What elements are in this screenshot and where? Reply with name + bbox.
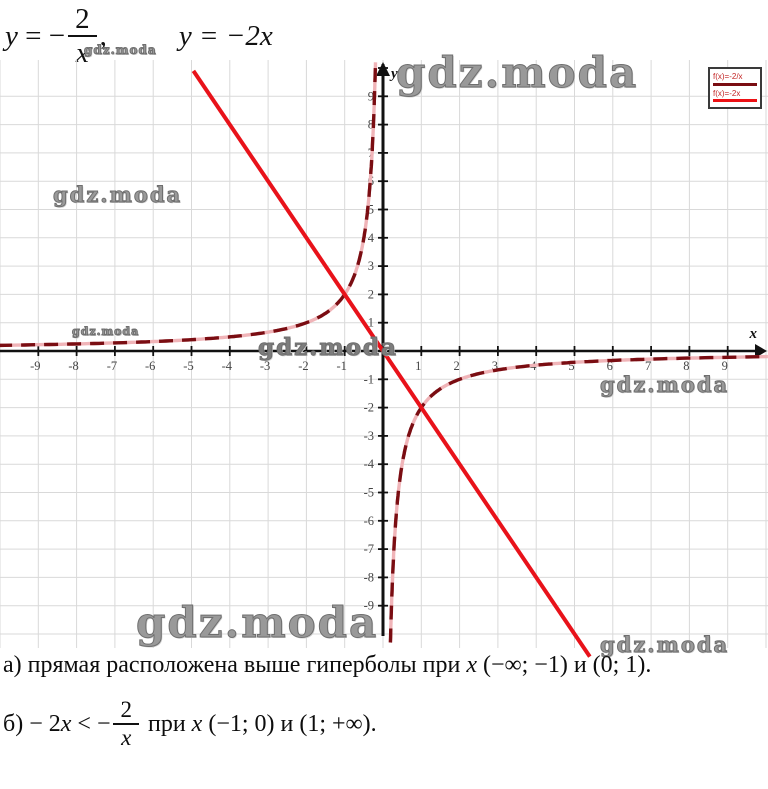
y-tick-label: -8 xyxy=(364,570,374,584)
x-tick-label: -9 xyxy=(30,359,40,373)
plot-area: x y -9 -8 -7 -6 -5 -4 -3 -2 -1 1 2 3 4 5 6 7 8 9 -9 -8 -7 -6 -5 -… xyxy=(0,60,768,662)
x-tick-label: 8 xyxy=(683,359,689,373)
x-tick-label: -5 xyxy=(183,359,193,373)
fraction-numerator: 2 xyxy=(68,4,97,38)
legend-item-hyperbola: f(x)=-2/x xyxy=(713,72,757,86)
answer-b-intervals: (−1; 0) и (1; +∞). xyxy=(202,710,377,737)
line-curve xyxy=(191,69,592,658)
x-tick-label: 2 xyxy=(453,359,459,373)
y-tick-label: 9 xyxy=(368,89,374,103)
x-tick-label: -6 xyxy=(145,359,155,373)
hyperbola-curve xyxy=(388,354,768,643)
y-tick-label: 5 xyxy=(368,203,374,217)
answer-b-prefix: б) − 2 xyxy=(3,710,61,737)
x-tick-label: 9 xyxy=(722,359,728,373)
answer-b-x1: x xyxy=(60,710,72,737)
x-tick-label: 3 xyxy=(492,359,498,373)
y-axis-arrow xyxy=(376,62,390,76)
y-tick-label: 8 xyxy=(368,118,374,132)
hyperbola-curve xyxy=(0,62,378,348)
formula-eq1: = xyxy=(17,19,49,52)
legend-swatch-hyperbola xyxy=(713,82,757,86)
x-tick-label: -4 xyxy=(222,359,233,373)
y-axis-label: y xyxy=(389,66,398,82)
x-tick-label: -3 xyxy=(260,359,270,373)
y-tick-label: -2 xyxy=(364,401,374,415)
answer-line-a: а) прямая расположена выше гиперболы при… xyxy=(3,652,651,679)
x-axis-label: x xyxy=(749,326,758,342)
answer-b-lt: < − xyxy=(71,710,111,737)
legend-swatch-line xyxy=(713,99,757,103)
answer-a-text: а) прямая расположена выше гиперболы при xyxy=(3,652,467,678)
x-axis-arrow xyxy=(755,344,767,358)
legend-label-line: f(x)=-2x xyxy=(713,88,741,98)
legend: f(x)=-2/x f(x)=-2x xyxy=(708,67,762,110)
formula-comma: , xyxy=(99,19,107,52)
formula-header: y = −2 x, y = −2x xyxy=(5,4,273,69)
x-tick-label: -8 xyxy=(68,359,78,373)
answer-a-intervals: (−∞; −1) и (0; 1). xyxy=(476,652,652,678)
y-tick-label: 1 xyxy=(368,316,374,330)
answer-b-pri: при xyxy=(141,710,192,737)
legend-item-line: f(x)=-2x xyxy=(713,89,757,103)
fraction-denominator: x xyxy=(75,37,89,70)
x-tick-label: 5 xyxy=(568,359,574,373)
y-tick-label: -9 xyxy=(364,599,374,613)
legend-label-hyperbola: f(x)=-2/x xyxy=(713,72,743,81)
y-tick-label: 3 xyxy=(368,259,374,273)
hyperbola-underlay xyxy=(388,354,768,643)
y-tick-label: 4 xyxy=(368,231,375,245)
formula-second: y = −2x xyxy=(178,19,273,52)
y-tick-label: 2 xyxy=(368,287,374,301)
y-tick-label: -6 xyxy=(364,514,374,528)
x-tick-label: -2 xyxy=(298,359,308,373)
x-tick-label: 1 xyxy=(415,359,421,373)
plot-svg: x y -9 -8 -7 -6 -5 -4 -3 -2 -1 1 2 3 4 5 6 7 8 9 -9 -8 -7 -6 -5 -… xyxy=(0,60,768,658)
answer-b-x2: x xyxy=(191,710,203,737)
formula-y1: y xyxy=(5,19,18,52)
y-tick-label: -5 xyxy=(364,486,374,500)
hyperbola-underlay xyxy=(0,62,378,348)
answer-b-frac-num: 2 xyxy=(113,697,139,726)
y-tick-label: -1 xyxy=(364,372,374,386)
x-tick-label: 7 xyxy=(645,359,651,373)
y-tick-label: -4 xyxy=(364,457,375,471)
answer-a-x: x xyxy=(466,652,477,678)
y-tick-label: -7 xyxy=(364,542,374,556)
x-tick-label: -1 xyxy=(336,359,346,373)
x-tick-label: 6 xyxy=(607,359,613,373)
formula-minus1: − xyxy=(48,19,66,52)
x-tick-label: -7 xyxy=(107,359,117,373)
y-tick-label: -3 xyxy=(364,429,374,443)
answer-b-frac-den: x xyxy=(121,725,132,751)
